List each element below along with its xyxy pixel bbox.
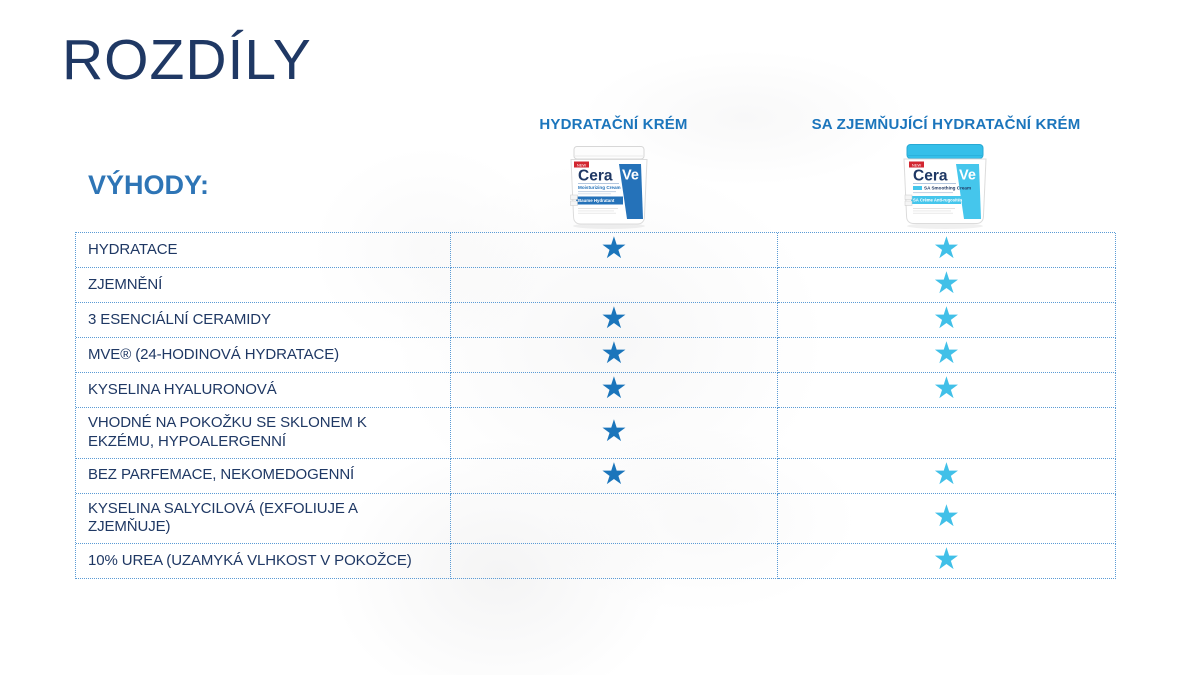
jar1-lid (573, 146, 645, 160)
star-icon: ★ (933, 302, 960, 335)
table-row: HYDRATACE ★ ★ (76, 233, 1116, 268)
jar1-band (576, 196, 623, 205)
product1-cell: ★ (451, 233, 778, 268)
star-icon: ★ (933, 267, 960, 300)
product1-header: HYDRATAČNÍ KRÉM (539, 116, 688, 133)
product2-cell: ★ (778, 338, 1116, 373)
svg-text:Baume Hydratant: Baume Hydratant (578, 198, 615, 203)
product1-cell: ★ (451, 408, 778, 459)
feature-label: VHODNÉ NA POKOŽKU SE SKLONEM K EKZÉMU, H… (76, 408, 451, 459)
jar1-subtitle: Moisturizing Cream (578, 185, 621, 190)
star-icon: ★ (933, 372, 960, 405)
jar2-subtitle: SA Smoothing Cream (924, 186, 971, 191)
product1-cell: ★ (451, 338, 778, 373)
product1-cell: ★ (451, 457, 778, 494)
product2-cell: ★ (778, 373, 1116, 408)
product2-cell (778, 408, 1116, 459)
svg-text:NEW: NEW (912, 162, 922, 167)
feature-label: BEZ PARFEMACE, NEKOMEDOGENNÍ (76, 458, 451, 494)
star-icon: ★ (600, 302, 628, 335)
page-title: ROZDÍLY (62, 28, 312, 92)
jar1-blue-ribbon (619, 164, 643, 219)
feature-label: 3 ESENCIÁLNÍ CERAMIDY (76, 303, 451, 338)
star-icon: ★ (933, 337, 960, 370)
product2-cell: ★ (778, 457, 1116, 494)
star-icon: ★ (933, 500, 960, 534)
star-icon: ★ (600, 414, 628, 448)
jar2-cyan-ribbon (956, 164, 981, 219)
table-row: ZJEMNĚNÍ ★ (76, 268, 1116, 303)
product2-jar-image: NEW Cera Ve SA Smoothing Cream SA Crème … (899, 143, 991, 229)
product1-cell: ★ (451, 303, 778, 338)
star-icon: ★ (933, 232, 960, 265)
product1-jar-image: NEW Cera Ve Moisturizing Cream Baume Hyd… (565, 145, 653, 229)
svg-text:SA Crème Anti-rugosités: SA Crème Anti-rugosités (913, 198, 963, 203)
table-row: VHODNÉ NA POKOŽKU SE SKLONEM K EKZÉMU, H… (76, 408, 1116, 459)
product2-cell: ★ (778, 268, 1116, 303)
table-row: BEZ PARFEMACE, NEKOMEDOGENNÍ ★ ★ (76, 457, 1116, 494)
feature-label: 10% UREA (UZAMYKÁ VLHKOST V POKOŽCE) (76, 544, 451, 579)
jar2-brand-ve: Ve (959, 168, 976, 184)
jar1-brand-cera: Cera (578, 168, 613, 185)
product2-cell: ★ (778, 544, 1116, 579)
table-row: KYSELINA HYALURONOVÁ ★ ★ (76, 373, 1116, 408)
product2-cell: ★ (778, 233, 1116, 268)
star-icon: ★ (600, 372, 628, 405)
star-icon: ★ (933, 543, 960, 576)
product2-header: SA ZJEMŇUJÍCÍ HYDRATAČNÍ KRÉM (811, 116, 1081, 133)
jar-shadow (907, 223, 983, 229)
product2-cell: ★ (778, 303, 1116, 338)
star-icon: ★ (600, 457, 628, 491)
product1-cell (451, 493, 778, 544)
jar2-new-badge (909, 161, 924, 168)
feature-label: KYSELINA HYALURONOVÁ (76, 373, 451, 408)
table-row: MVE® (24-HODINOVÁ HYDRATACE) ★ ★ (76, 338, 1116, 373)
product1-cell: ★ (451, 373, 778, 408)
jar2-lid (906, 144, 984, 159)
star-icon: ★ (600, 232, 628, 265)
jar2-band (911, 196, 961, 204)
jar2-brand-cera: Cera (913, 168, 948, 185)
feature-label: KYSELINA SALYCILOVÁ (EXFOLIUJE A ZJEMŇUJ… (76, 493, 451, 544)
product1-cell (451, 268, 778, 303)
star-icon: ★ (933, 457, 960, 491)
table-row: 10% UREA (UZAMYKÁ VLHKOST V POKOŽCE) ★ (76, 544, 1116, 579)
svg-text:NEW: NEW (577, 162, 587, 167)
jar1-new-badge (574, 161, 589, 168)
product2-cell: ★ (778, 493, 1116, 544)
table-row: KYSELINA SALYCILOVÁ (EXFOLIUJE A ZJEMŇUJ… (76, 493, 1116, 544)
jar1-brand-ve: Ve (622, 168, 639, 184)
feature-label: MVE® (24-HODINOVÁ HYDRATACE) (76, 338, 451, 373)
feature-label: ZJEMNĚNÍ (76, 268, 451, 303)
feature-label: HYDRATACE (76, 233, 451, 268)
star-icon: ★ (600, 337, 628, 370)
comparison-table: HYDRATACE ★ ★ ZJEMNĚNÍ ★ 3 ESENCIÁLNÍ CERAMID… (75, 232, 1116, 579)
benefits-label: VÝHODY: (88, 170, 210, 200)
table-row: 3 ESENCIÁLNÍ CERAMIDY ★ ★ (76, 303, 1116, 338)
product1-cell (451, 544, 778, 579)
